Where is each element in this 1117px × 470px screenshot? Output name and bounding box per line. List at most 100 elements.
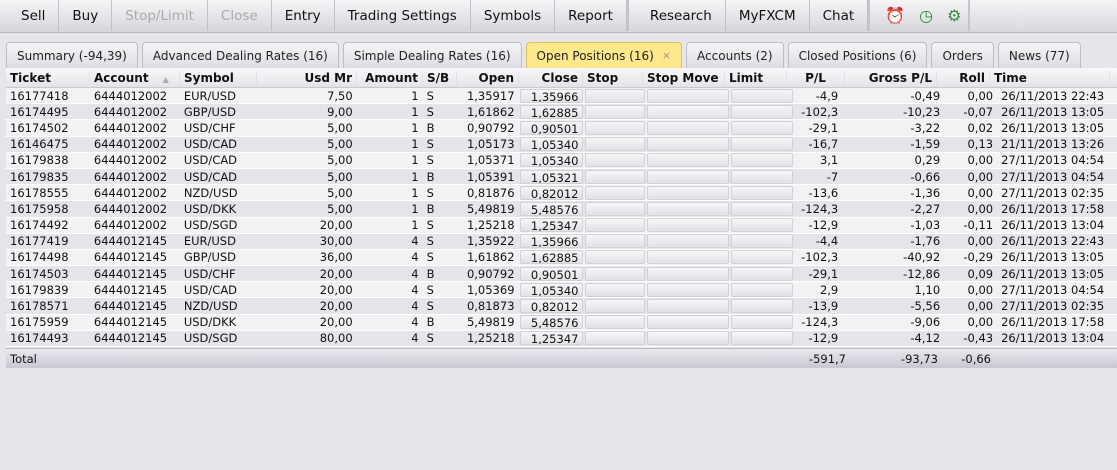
cell-stop[interactable] bbox=[585, 185, 646, 200]
cell-stop[interactable] bbox=[585, 169, 646, 184]
cell-stop-move[interactable] bbox=[647, 266, 730, 281]
tab-orders[interactable]: Orders bbox=[931, 42, 994, 68]
cell-limit[interactable] bbox=[731, 315, 794, 330]
myfxcm-button[interactable]: MyFXCM bbox=[726, 0, 810, 31]
table-row[interactable]: 16178571 6444012145 NZD/USD 20,00 4 S 0,81873 0… bbox=[6, 298, 1117, 315]
tab-news-77[interactable]: News (77) bbox=[997, 42, 1081, 68]
trading-settings-button[interactable]: Trading Settings bbox=[335, 0, 471, 31]
table-row[interactable]: 16179835 6444012002 USD/CAD 5,00 1 B 1,05391 1,… bbox=[6, 168, 1117, 186]
buy-button[interactable]: Buy bbox=[59, 0, 113, 31]
cell-stop-move[interactable] bbox=[647, 201, 730, 216]
cell-stop-move[interactable] bbox=[647, 218, 730, 233]
table-row[interactable]: 16174503 6444012145 USD/CHF 20,00 4 B 0,90792 0… bbox=[6, 266, 1117, 283]
tab-advanced-dealing-rates-16[interactable]: Advanced Dealing Rates (16) bbox=[141, 42, 339, 68]
cell-stop[interactable] bbox=[585, 282, 646, 297]
column-header-close[interactable]: Close bbox=[519, 70, 583, 85]
cell-stop-move[interactable] bbox=[647, 153, 730, 168]
settings-gear-icon[interactable]: ⚙ bbox=[947, 6, 962, 25]
table-row[interactable]: 16177419 6444012145 EUR/USD 30,00 4 S 1,35922 1… bbox=[6, 233, 1117, 250]
cell-stop[interactable] bbox=[585, 266, 646, 281]
cell-limit[interactable] bbox=[731, 169, 794, 184]
table-row[interactable]: 16175959 6444012145 USD/DKK 20,00 4 B 5,49819 5… bbox=[6, 314, 1117, 331]
table-row[interactable]: 16174498 6444012145 GBP/USD 36,00 4 S 1,61862 1… bbox=[6, 249, 1117, 267]
alarm-clock-icon[interactable]: ⏰ bbox=[885, 6, 906, 25]
table-row[interactable]: 16174492 6444012002 USD/SGD 20,00 1 S 1,25218 1… bbox=[6, 217, 1117, 234]
column-header-usd-mr[interactable]: Usd Mr bbox=[257, 70, 357, 85]
research-button[interactable]: Research bbox=[637, 0, 726, 31]
cell-stop[interactable] bbox=[585, 218, 646, 233]
cell-stop-move[interactable] bbox=[647, 169, 730, 184]
column-header-symbol[interactable]: Symbol bbox=[180, 70, 257, 85]
cell-stop[interactable] bbox=[585, 315, 646, 330]
stop-limit-button[interactable]: Stop/Limit bbox=[112, 0, 208, 31]
column-header-amount[interactable]: Amount bbox=[357, 70, 423, 85]
close-button[interactable]: Close bbox=[208, 0, 272, 31]
table-row[interactable]: 16174495 6444012002 GBP/USD 9,00 1 S 1,61862 1,… bbox=[6, 104, 1117, 121]
cell-stop-move[interactable] bbox=[647, 250, 730, 265]
close-tab-icon[interactable]: × bbox=[661, 49, 672, 62]
column-header-roll[interactable]: Roll bbox=[937, 70, 990, 85]
history-clock-icon[interactable]: ◷ bbox=[919, 6, 934, 25]
column-header-stop-move[interactable]: Stop Move bbox=[643, 70, 725, 85]
column-header-open[interactable]: Open bbox=[457, 70, 519, 85]
cell-limit[interactable] bbox=[731, 120, 794, 135]
table-row[interactable]: 16146475 6444012002 USD/CAD 5,00 1 S 1,05173 1,… bbox=[6, 136, 1117, 153]
cell-stop[interactable] bbox=[585, 120, 646, 135]
cell-stop[interactable] bbox=[585, 153, 646, 168]
column-header-stop[interactable]: Stop bbox=[583, 70, 643, 85]
cell-stop-move[interactable] bbox=[647, 234, 730, 249]
sell-button[interactable]: Sell bbox=[8, 0, 60, 31]
cell-stop[interactable] bbox=[585, 331, 646, 346]
cell-stop-move[interactable] bbox=[647, 104, 730, 119]
cell-limit[interactable] bbox=[731, 153, 794, 168]
cell-limit[interactable] bbox=[731, 250, 794, 265]
cell-stop[interactable] bbox=[585, 104, 646, 119]
table-row[interactable]: 16178555 6444012002 NZD/USD 5,00 1 S 0,81876 0,… bbox=[6, 185, 1117, 202]
table-row[interactable]: 16174493 6444012145 USD/SGD 80,00 4 S 1,25218 1… bbox=[6, 330, 1117, 347]
tab-accounts-2[interactable]: Accounts (2) bbox=[686, 42, 784, 68]
cell-limit[interactable] bbox=[731, 282, 794, 297]
cell-limit[interactable] bbox=[731, 137, 794, 152]
cell-limit[interactable] bbox=[731, 201, 794, 216]
column-header-p-l[interactable]: P/L bbox=[787, 70, 845, 85]
entry-button[interactable]: Entry bbox=[272, 0, 335, 31]
tab-summary-94-39[interactable]: Summary (-94,39) bbox=[6, 42, 138, 68]
cell-limit[interactable] bbox=[731, 266, 794, 281]
cell-stop[interactable] bbox=[585, 299, 646, 314]
tab-open-positions-16[interactable]: Open Positions (16) × bbox=[525, 42, 683, 68]
symbols-button[interactable]: Symbols bbox=[471, 0, 556, 31]
cell-limit[interactable] bbox=[731, 218, 794, 233]
cell-stop-move[interactable] bbox=[647, 185, 730, 200]
table-row[interactable]: 16175958 6444012002 USD/DKK 5,00 1 B 5,49819 5,… bbox=[6, 201, 1117, 218]
cell-limit[interactable] bbox=[731, 88, 794, 103]
cell-limit[interactable] bbox=[731, 104, 794, 119]
cell-stop-move[interactable] bbox=[647, 137, 730, 152]
tab-closed-positions-6[interactable]: Closed Positions (6) bbox=[787, 42, 928, 68]
cell-stop[interactable] bbox=[585, 234, 646, 249]
column-header-ticket[interactable]: Ticket bbox=[6, 70, 90, 85]
cell-limit[interactable] bbox=[731, 331, 794, 346]
chat-button[interactable]: Chat bbox=[810, 0, 869, 31]
cell-stop-move[interactable] bbox=[647, 120, 730, 135]
cell-stop[interactable] bbox=[585, 201, 646, 216]
cell-stop-move[interactable] bbox=[647, 315, 730, 330]
table-row[interactable]: 16179839 6444012145 USD/CAD 20,00 4 S 1,05369 1… bbox=[6, 282, 1117, 299]
report-button[interactable]: Report bbox=[555, 0, 627, 31]
cell-stop[interactable] bbox=[585, 88, 646, 103]
column-header-gross-p-l[interactable]: Gross P/L bbox=[845, 70, 937, 85]
table-row[interactable]: 16174502 6444012002 USD/CHF 5,00 1 B 0,90792 0,… bbox=[6, 120, 1117, 137]
column-header-limit[interactable]: Limit bbox=[725, 70, 787, 85]
tab-simple-dealing-rates-16[interactable]: Simple Dealing Rates (16) bbox=[342, 42, 522, 68]
cell-stop[interactable] bbox=[585, 250, 646, 265]
table-row[interactable]: 16177418 6444012002 EUR/USD 7,50 1 S 1,35917 1,… bbox=[6, 88, 1117, 105]
cell-stop-move[interactable] bbox=[647, 299, 730, 314]
cell-stop[interactable] bbox=[585, 137, 646, 152]
cell-limit[interactable] bbox=[731, 299, 794, 314]
cell-stop-move[interactable] bbox=[647, 331, 730, 346]
cell-limit[interactable] bbox=[731, 234, 794, 249]
table-row[interactable]: 16179838 6444012002 USD/CAD 5,00 1 S 1,05371 1,… bbox=[6, 152, 1117, 169]
cell-stop-move[interactable] bbox=[647, 88, 730, 103]
cell-limit[interactable] bbox=[731, 185, 794, 200]
column-header-account[interactable]: Account ▲ bbox=[90, 70, 180, 85]
cell-stop-move[interactable] bbox=[647, 282, 730, 297]
